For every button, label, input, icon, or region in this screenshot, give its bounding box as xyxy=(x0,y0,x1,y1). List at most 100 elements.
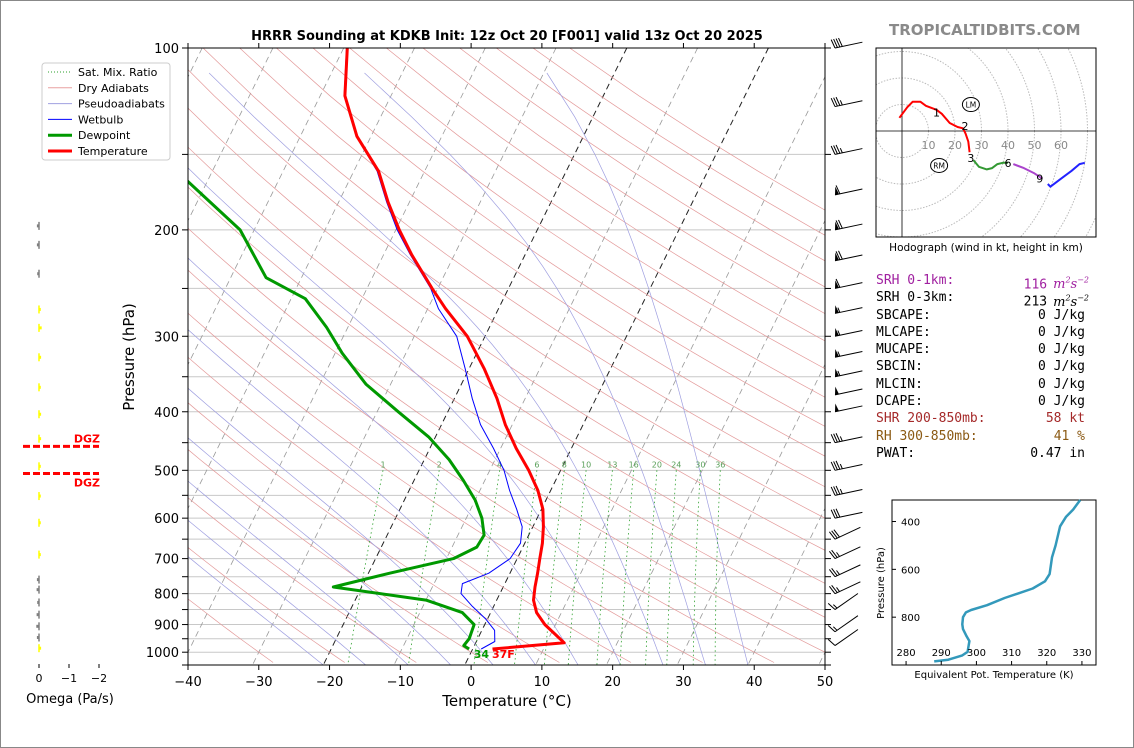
x-tick-label: −10 xyxy=(387,675,414,690)
stat-label: RH 300-850mb: xyxy=(876,428,978,444)
hodo-height-label: 1 xyxy=(933,106,940,119)
storm-motion-marker xyxy=(930,157,949,173)
hodograph-panel: 10 20 30 40 50 60 1 2 3 6 9 LM RM Hodograph (wind in … xyxy=(875,47,1097,254)
theta-e-y-tick-label: 400 xyxy=(901,518,920,529)
dry-adiabat-line xyxy=(202,48,825,488)
barb-full xyxy=(833,38,838,48)
wind-barb-icon xyxy=(830,96,863,108)
storm-motion-label: LM xyxy=(966,101,977,110)
barb-full xyxy=(830,461,836,471)
temperature-line xyxy=(343,48,566,651)
barb-half xyxy=(836,570,840,575)
stat-row: MLCIN: 0 J/kg xyxy=(876,376,1091,393)
pseudoadiabat-line xyxy=(188,480,409,665)
mixing-ratio-label: 24 xyxy=(671,460,681,469)
theta-e-x-tick-label: 280 xyxy=(897,648,916,659)
dry-adiabat-line xyxy=(239,48,825,457)
x-tick-label: 30 xyxy=(675,675,692,690)
stat-value: 116 m2s−2 xyxy=(1024,272,1089,294)
sounding-indices-panel: SRH 0-1km: 116 m2s−2 SRH 0-3km: 213 m2s−2 SBCA… xyxy=(876,272,1091,462)
x-tick-label: 20 xyxy=(604,675,621,690)
theta-e-frame xyxy=(891,499,1097,666)
isotherm-line xyxy=(322,48,628,665)
stat-label: MUCAPE: xyxy=(876,342,931,358)
y-tick-label: 800 xyxy=(154,588,179,603)
brand-watermark: TROPICALTIDBITS.COM xyxy=(889,21,1081,39)
wind-barb-icon xyxy=(834,305,863,314)
wetbulb-line xyxy=(343,48,523,650)
dgz-label: DGZ xyxy=(74,477,100,490)
stat-row: SRH 0-3km: 213 m2s−2 xyxy=(876,289,1091,309)
stat-value: 213 m2s−2 xyxy=(1024,289,1089,311)
x-tick-label: 0 xyxy=(467,675,475,690)
omega-x-tick-label: 0 xyxy=(36,672,43,685)
barb-half xyxy=(837,330,841,336)
stat-unit: m2s−2 xyxy=(1053,276,1089,293)
barb-full xyxy=(835,278,841,288)
stat-row: RH 300-850mb: 41 % xyxy=(876,428,1091,445)
mixing-ratio-label: 1 xyxy=(380,460,385,469)
dry-adiabat-line xyxy=(188,547,345,663)
x-tick-label: 10 xyxy=(534,675,551,690)
stat-value-text: 0 J/kg xyxy=(1038,307,1085,323)
barb-full xyxy=(835,433,841,442)
hodo-ring-label: 60 xyxy=(1054,139,1068,152)
barb-full xyxy=(835,185,841,195)
y-tick-label: 100 xyxy=(154,42,179,57)
stat-label: DCAPE: xyxy=(876,394,923,410)
barb-full xyxy=(833,145,838,155)
stat-value-text: 0.47 in xyxy=(1030,445,1085,461)
isotherm-line xyxy=(676,363,825,665)
stat-label: PWAT: xyxy=(876,445,916,461)
barb-pennant xyxy=(835,328,839,337)
barb-full xyxy=(828,569,836,578)
barb-full xyxy=(830,486,836,496)
theta-e-y-tick-label: 600 xyxy=(901,565,920,576)
dry-adiabat-line xyxy=(188,186,825,618)
legend-box xyxy=(41,62,171,161)
dry-adiabat-line xyxy=(422,48,825,315)
barb-half xyxy=(839,147,843,154)
surface-dewpoint-label: 34 xyxy=(474,648,490,661)
barb-full xyxy=(831,549,838,558)
barb-full xyxy=(835,460,841,470)
pseudoadiabat-line xyxy=(208,72,664,665)
dewpoint-line xyxy=(188,179,486,651)
x-tick-label: 50 xyxy=(817,675,834,690)
stat-value-text: 0 J/kg xyxy=(1038,394,1085,410)
legend-label: Temperature xyxy=(77,145,148,158)
hodo-segment xyxy=(1012,163,1044,180)
mixing-ratio-label: 10 xyxy=(581,460,591,469)
wind-barb-icon xyxy=(830,460,863,471)
stat-label: MLCIN: xyxy=(876,376,923,392)
barb-full xyxy=(828,531,836,540)
stat-label: MLCAPE: xyxy=(876,324,931,340)
stat-value-text: 41 % xyxy=(1053,428,1085,444)
barb-full xyxy=(831,530,838,539)
hodograph-plot: 10 20 30 40 50 60 1 2 3 6 9 LM RM xyxy=(876,48,1096,237)
barb-full xyxy=(833,486,838,496)
stat-row: PWAT: 0.47 in xyxy=(876,445,1091,462)
omega-x-tick-label: −1 xyxy=(61,672,77,685)
y-tick-label: 600 xyxy=(154,512,179,527)
theta-e-x-tick-label: 320 xyxy=(1037,648,1056,659)
stat-value-text: 0 J/kg xyxy=(1038,359,1085,375)
theta-e-line xyxy=(934,499,1082,663)
mixing-ratio-line xyxy=(645,470,658,665)
legend-label: Dry Adiabats xyxy=(78,82,149,95)
barb-full xyxy=(831,584,838,593)
dry-adiabat-line xyxy=(188,402,560,663)
omega-x-axis-label: Omega (Pa/s) xyxy=(26,692,114,707)
barb-shaft xyxy=(834,629,859,646)
surface-temperature-label: 37F xyxy=(492,648,515,661)
dry-adiabat-line xyxy=(349,48,825,370)
barb-shaft xyxy=(834,546,861,560)
theta-e-x-tick-label: 290 xyxy=(932,648,951,659)
mixing-ratio-label: 30 xyxy=(695,460,705,469)
pseudoadiabat-line xyxy=(188,387,494,665)
dry-adiabat-line xyxy=(188,598,274,663)
theta-e-x-tick-label: 330 xyxy=(1072,648,1091,659)
hodo-segment xyxy=(1047,161,1086,188)
pseudoadiabat-line xyxy=(188,167,621,665)
wind-barb-icon xyxy=(834,386,863,396)
